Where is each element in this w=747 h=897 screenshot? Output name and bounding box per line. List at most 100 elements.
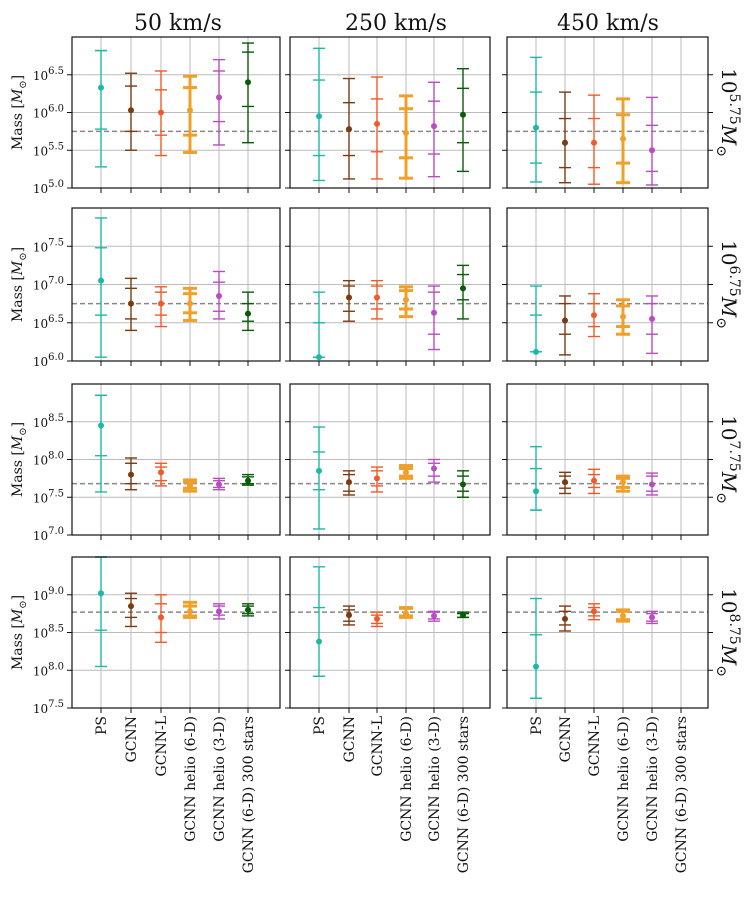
median-point [216,481,222,488]
category-label: GCNN (6-D) 300 stars [241,716,257,873]
category-label: GCNN helio (3-D) [645,716,661,842]
y-tick-label: 108.0 [33,661,64,678]
y-tick-label: 109.0 [33,586,64,603]
median-point [216,292,222,299]
errorbar-gcnn-l [155,286,167,328]
category-label: GCNN helio (6-D) [399,716,415,842]
median-point [187,300,193,307]
median-point [245,310,251,317]
errorbar-gcnn-l [371,466,383,493]
errorbar-gcnn [559,471,571,495]
median-point [187,107,193,114]
errorbar-gcnn-helio-3-d- [646,295,658,355]
category-label: GCNN helio (6-D) [183,716,199,842]
category-label: GCNN-L [587,716,603,776]
y-tick-label: 107.0 [33,276,64,293]
errorbar-ps [95,556,107,668]
y-axis-label: Mass [M⊙] [10,595,29,670]
median-point [128,300,134,307]
errorbar-gcnn-helio-3-d- [428,81,440,178]
errorbar-gcnn-helio-6-d- [616,298,630,336]
errorbar-gcnn-helio-6-d- [183,74,197,155]
y-tick-label: 107.5 [33,699,64,716]
panel-grid: 105.0 105.5 106.0 106.5 106.0 106.5 107.0 107.5… [33,36,713,716]
errorbar-ps [313,47,325,182]
y-axis-labels: Mass [M⊙] Mass [M⊙] Mass [M⊙] Mass [M⊙] [10,75,29,670]
category-label: GCNN-L [370,716,386,776]
errorbar-ps [95,49,107,168]
median-point [316,354,322,361]
row-mass-label: 107.75M⊙ [713,415,742,504]
errorbar-gcnn-helio-6-d- [183,286,197,322]
errorbar-gcnn-helio-6-d- [616,97,630,185]
errorbar-gcnn-6-d-300-stars [242,473,254,486]
errorbar-gcnn [559,605,571,632]
median-point [533,488,539,495]
median-point [562,317,568,324]
median-point [591,312,597,319]
y-tick-label: 108.5 [33,624,64,641]
median-point [346,126,352,133]
errorbar-gcnn [559,295,571,356]
median-point [533,124,539,131]
category-label: GCNN (6-D) 300 stars [456,716,472,873]
errorbar-gcnn-l [155,70,167,157]
row-mass-label: 106.75M⊙ [713,240,742,329]
y-tick-label: 105.5 [33,141,64,158]
median-point [403,469,409,476]
errorbar-ps [313,566,325,677]
category-label: PS [529,716,545,735]
median-point [460,612,466,619]
median-point [187,482,193,489]
errorbar-gcnn-helio-3-d- [428,458,440,483]
median-point [431,309,437,316]
errorbar-gcnn-l [588,292,600,338]
errorbar-gcnn-helio-6-d- [183,478,197,493]
median-point [245,606,251,613]
median-point [374,615,380,622]
median-point [98,590,104,597]
median-point [649,147,655,154]
panel-r1-c2 [502,207,713,366]
median-point [158,300,164,307]
median-point [562,479,568,486]
errorbar-gcnn-l [371,279,383,320]
errorbar-gcnn-helio-6-d- [183,600,197,619]
y-axis-label: Mass [M⊙] [10,247,29,322]
category-label: GCNN helio (3-D) [212,716,228,842]
median-point [98,84,104,91]
panel-r3-c0: 107.5 108.0 108.5 109.0 [33,556,281,716]
median-point [187,608,193,615]
errorbar-gcnn-helio-3-d- [428,610,440,622]
y-tick-label: 107.5 [33,488,64,505]
errorbar-gcnn [343,605,355,626]
median-point [562,615,568,622]
median-point [346,479,352,486]
errorbar-gcnn-6-d-300-stars [457,68,469,173]
median-point [316,467,322,474]
errorbar-gcnn-helio-6-d- [399,464,413,480]
errorbar-gcnn-l [371,611,383,628]
errorbar-gcnn-l [588,94,600,185]
panel-r2-c1 [285,383,491,540]
panel-r2-c0: 107.0 107.5 108.0 108.5 [33,383,281,543]
errorbar-gcnn-helio-3-d- [428,285,440,351]
errorbar-gcnn-helio-6-d- [399,285,413,319]
median-point [431,465,437,472]
median-point [98,277,104,284]
y-tick-label: 106.0 [33,352,64,369]
panel-r3-c1 [285,556,491,713]
category-label: PS [94,716,110,735]
errorbar-gcnn-6-d-300-stars [457,470,469,498]
y-axis-label: Mass [M⊙] [10,422,29,497]
median-point [533,348,539,355]
median-point [591,477,597,484]
median-point [374,294,380,301]
median-point [431,612,437,619]
median-point [591,608,597,615]
errorbar-gcnn [125,277,137,332]
median-point [128,471,134,478]
errorbar-ps [95,394,107,493]
errorbar-gcnn-helio-3-d- [646,472,658,496]
